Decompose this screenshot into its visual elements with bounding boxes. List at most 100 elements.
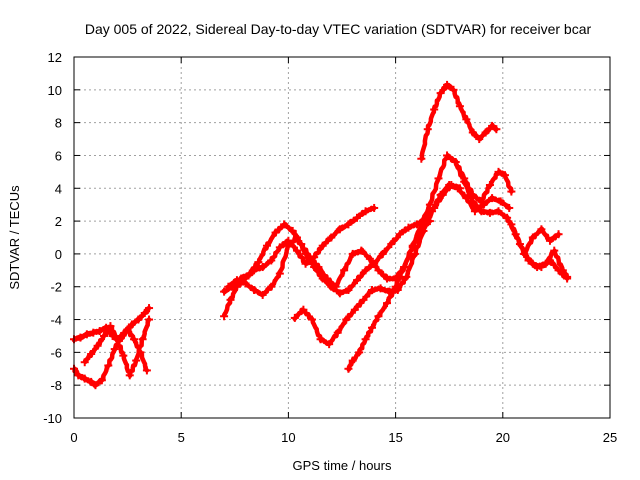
data-point (554, 230, 563, 239)
data-point (430, 105, 439, 114)
data-point (494, 167, 503, 176)
data-point (342, 315, 351, 324)
data-point (145, 304, 154, 313)
x-tick-label: 25 (603, 430, 617, 445)
y-tick-label: 8 (55, 116, 62, 131)
data-point (267, 282, 276, 291)
data-point (327, 233, 336, 242)
data-point (353, 213, 362, 222)
data-point (89, 328, 98, 337)
data-point (417, 154, 426, 163)
data-point (445, 180, 454, 189)
data-point (348, 356, 357, 365)
data-point (344, 286, 353, 295)
data-point (443, 80, 452, 89)
data-point (374, 266, 383, 275)
data-point (462, 115, 471, 124)
x-tick-label: 20 (496, 430, 510, 445)
data-point (112, 335, 121, 344)
series-line-track-11 (508, 221, 570, 280)
data-point (245, 269, 254, 278)
data-point (74, 371, 83, 380)
data-point (370, 203, 379, 212)
data-point (481, 128, 490, 137)
data-point (404, 223, 413, 232)
data-point (520, 249, 529, 258)
data-point (110, 345, 119, 354)
data-point (91, 381, 100, 390)
data-point (254, 258, 263, 267)
data-point (318, 241, 327, 250)
x-tick-label: 15 (388, 430, 402, 445)
plot-frame (73, 56, 611, 419)
data-point (275, 243, 284, 252)
data-point (507, 187, 516, 196)
data-point (357, 246, 366, 255)
data-point (226, 295, 235, 304)
data-point (224, 282, 233, 291)
data-point (344, 220, 353, 229)
y-tick-label: 0 (55, 247, 62, 262)
data-point (301, 249, 310, 258)
y-tick-label: 10 (48, 83, 62, 98)
data-point (76, 333, 85, 342)
x-axis-label: GPS time / hours (293, 458, 392, 473)
data-point (528, 233, 537, 242)
data-point (100, 331, 109, 340)
data-point (365, 254, 374, 263)
data-point (355, 348, 364, 357)
data-point (494, 207, 503, 216)
data-point (125, 371, 134, 380)
data-point (292, 246, 301, 255)
data-point (327, 282, 336, 291)
data-point (503, 213, 512, 222)
data-point (492, 125, 501, 134)
data-point (284, 241, 293, 250)
data-point (468, 190, 477, 199)
data-point (104, 361, 113, 370)
data-point (87, 350, 96, 359)
y-tick-label: 2 (55, 214, 62, 229)
data-point (477, 207, 486, 216)
data-series-layer (70, 80, 572, 390)
data-point (378, 249, 387, 258)
data-point (335, 225, 344, 234)
y-tick-label: 6 (55, 148, 62, 163)
data-point (333, 328, 342, 337)
data-point (563, 272, 572, 281)
data-point (361, 266, 370, 275)
data-point (138, 335, 147, 344)
data-point (387, 240, 396, 249)
data-point (350, 305, 359, 314)
data-point (488, 194, 497, 203)
data-point (550, 246, 559, 255)
data-point (400, 263, 409, 272)
data-point (241, 279, 250, 288)
data-point (134, 315, 143, 324)
data-point (383, 274, 392, 283)
data-point (368, 286, 377, 295)
data-point (443, 151, 452, 160)
data-point (425, 200, 434, 209)
data-point (127, 320, 136, 329)
data-point (488, 121, 497, 130)
series-line-track-9 (419, 82, 499, 161)
data-point (353, 276, 362, 285)
data-point (436, 89, 445, 98)
x-tick-labels: 0 5 10 15 20 25 (70, 430, 617, 445)
data-point (505, 203, 514, 212)
data-point (383, 299, 392, 308)
data-point (475, 135, 484, 144)
data-point (280, 220, 289, 229)
data-point (80, 374, 89, 383)
data-point (258, 263, 267, 272)
data-point (423, 125, 432, 134)
data-point (468, 128, 477, 137)
data-point (524, 256, 533, 265)
data-point (267, 256, 276, 265)
data-point (533, 263, 542, 272)
x-tick-label: 10 (281, 430, 295, 445)
data-point (132, 356, 141, 365)
data-point (316, 335, 325, 344)
